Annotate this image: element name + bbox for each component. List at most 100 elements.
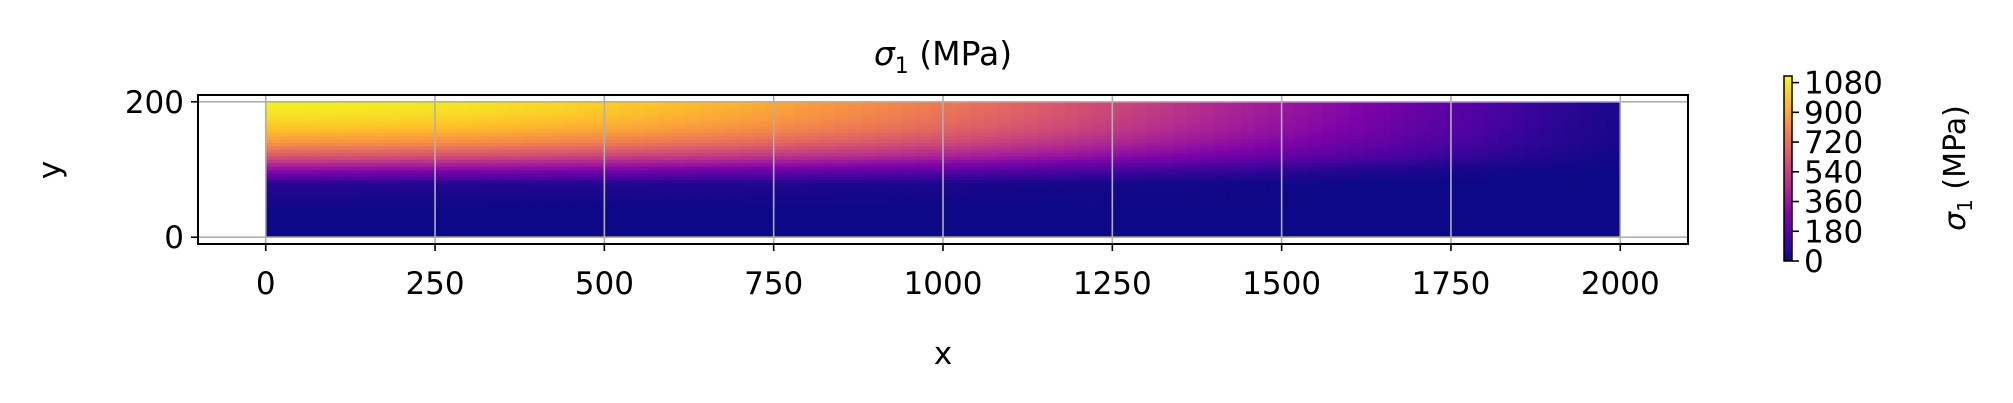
field-cell (1579, 186, 1594, 191)
field-cell (1593, 159, 1608, 164)
field-cell (780, 159, 795, 164)
field-cell (496, 216, 511, 221)
field-cell (1200, 223, 1215, 228)
field-cell (1390, 162, 1405, 167)
field-cell (807, 132, 822, 137)
field-cell (441, 162, 456, 167)
field-cell (1552, 227, 1567, 232)
field-cell (1051, 203, 1066, 208)
field-cell (1430, 145, 1445, 150)
field-cell (1119, 145, 1134, 150)
field-cell (1037, 193, 1052, 198)
field-cell (509, 172, 524, 177)
field-cell (861, 199, 876, 204)
field-cell (915, 162, 931, 167)
field-cell (1417, 108, 1432, 113)
field-cell (902, 227, 917, 232)
field-cell (1417, 152, 1432, 157)
field-cell (645, 199, 660, 204)
field-cell (1064, 122, 1080, 127)
field-cell (1295, 166, 1310, 171)
field-cell (1024, 105, 1039, 110)
field-cell (631, 162, 646, 167)
field-cell (563, 196, 578, 201)
field-cell (536, 125, 551, 130)
field-cell (306, 233, 321, 238)
field-cell (523, 122, 538, 127)
field-cell (617, 135, 633, 140)
field-cell (753, 172, 768, 177)
field-cell (1119, 166, 1134, 171)
field-cell (956, 220, 971, 225)
field-cell (1362, 105, 1378, 110)
field-cell (590, 213, 605, 218)
field-cell (1200, 142, 1215, 147)
field-cell (997, 145, 1012, 150)
field-cell (333, 189, 348, 194)
field-cell (1376, 118, 1391, 123)
field-cell (604, 227, 619, 232)
field-cell (374, 213, 389, 218)
field-cell (875, 213, 890, 218)
field-cell (1376, 145, 1391, 150)
field-cell (821, 118, 836, 123)
field-cell (834, 152, 849, 157)
field-cell (1484, 206, 1499, 211)
field-cell (821, 203, 836, 208)
field-cell (1092, 139, 1107, 144)
field-cell (333, 176, 348, 181)
field-cell (1593, 206, 1608, 211)
field-cell (888, 183, 903, 188)
field-cell (1146, 149, 1161, 154)
field-cell (1064, 176, 1080, 181)
field-cell (1268, 101, 1283, 106)
field-cell (1471, 132, 1486, 137)
field-cell (374, 206, 389, 211)
field-cell (1295, 135, 1310, 140)
field-cell (1213, 169, 1229, 174)
field-cell (265, 213, 280, 218)
field-cell (1579, 210, 1594, 215)
field-cell (306, 145, 321, 150)
field-cell (306, 101, 321, 106)
field-cell (861, 139, 876, 144)
field-cell (347, 220, 362, 225)
field-cell (902, 149, 917, 154)
field-cell (807, 115, 822, 120)
field-cell (1511, 159, 1527, 164)
field-cell (753, 166, 768, 171)
field-cell (1119, 206, 1134, 211)
field-cell (1281, 108, 1296, 113)
field-cell (279, 199, 294, 204)
field-cell (496, 223, 511, 228)
field-cell (983, 166, 998, 171)
field-cell (821, 169, 836, 174)
field-cell (1295, 172, 1310, 177)
field-cell (834, 216, 849, 221)
field-cell (672, 101, 687, 106)
field-cell (1430, 128, 1445, 133)
field-cell (1335, 105, 1350, 110)
field-cell (292, 101, 307, 106)
field-cell (997, 223, 1012, 228)
field-cell (1471, 210, 1486, 215)
field-cell (265, 179, 280, 184)
field-cell (970, 155, 985, 160)
field-cell (699, 122, 714, 127)
field-cell (997, 203, 1012, 208)
field-cell (1268, 122, 1283, 127)
field-cell (1308, 206, 1323, 211)
field-cell (1471, 108, 1486, 113)
field-cell (888, 118, 903, 123)
field-cell (455, 179, 470, 184)
field-cell (1511, 139, 1527, 144)
field-cell (523, 169, 538, 174)
field-cell (604, 220, 619, 225)
field-cell (279, 193, 294, 198)
field-cell (1362, 189, 1378, 194)
field-cell (1457, 139, 1472, 144)
field-cell (699, 118, 714, 123)
field-cell (387, 142, 402, 147)
field-cell (1484, 105, 1499, 110)
field-cell (807, 155, 822, 160)
